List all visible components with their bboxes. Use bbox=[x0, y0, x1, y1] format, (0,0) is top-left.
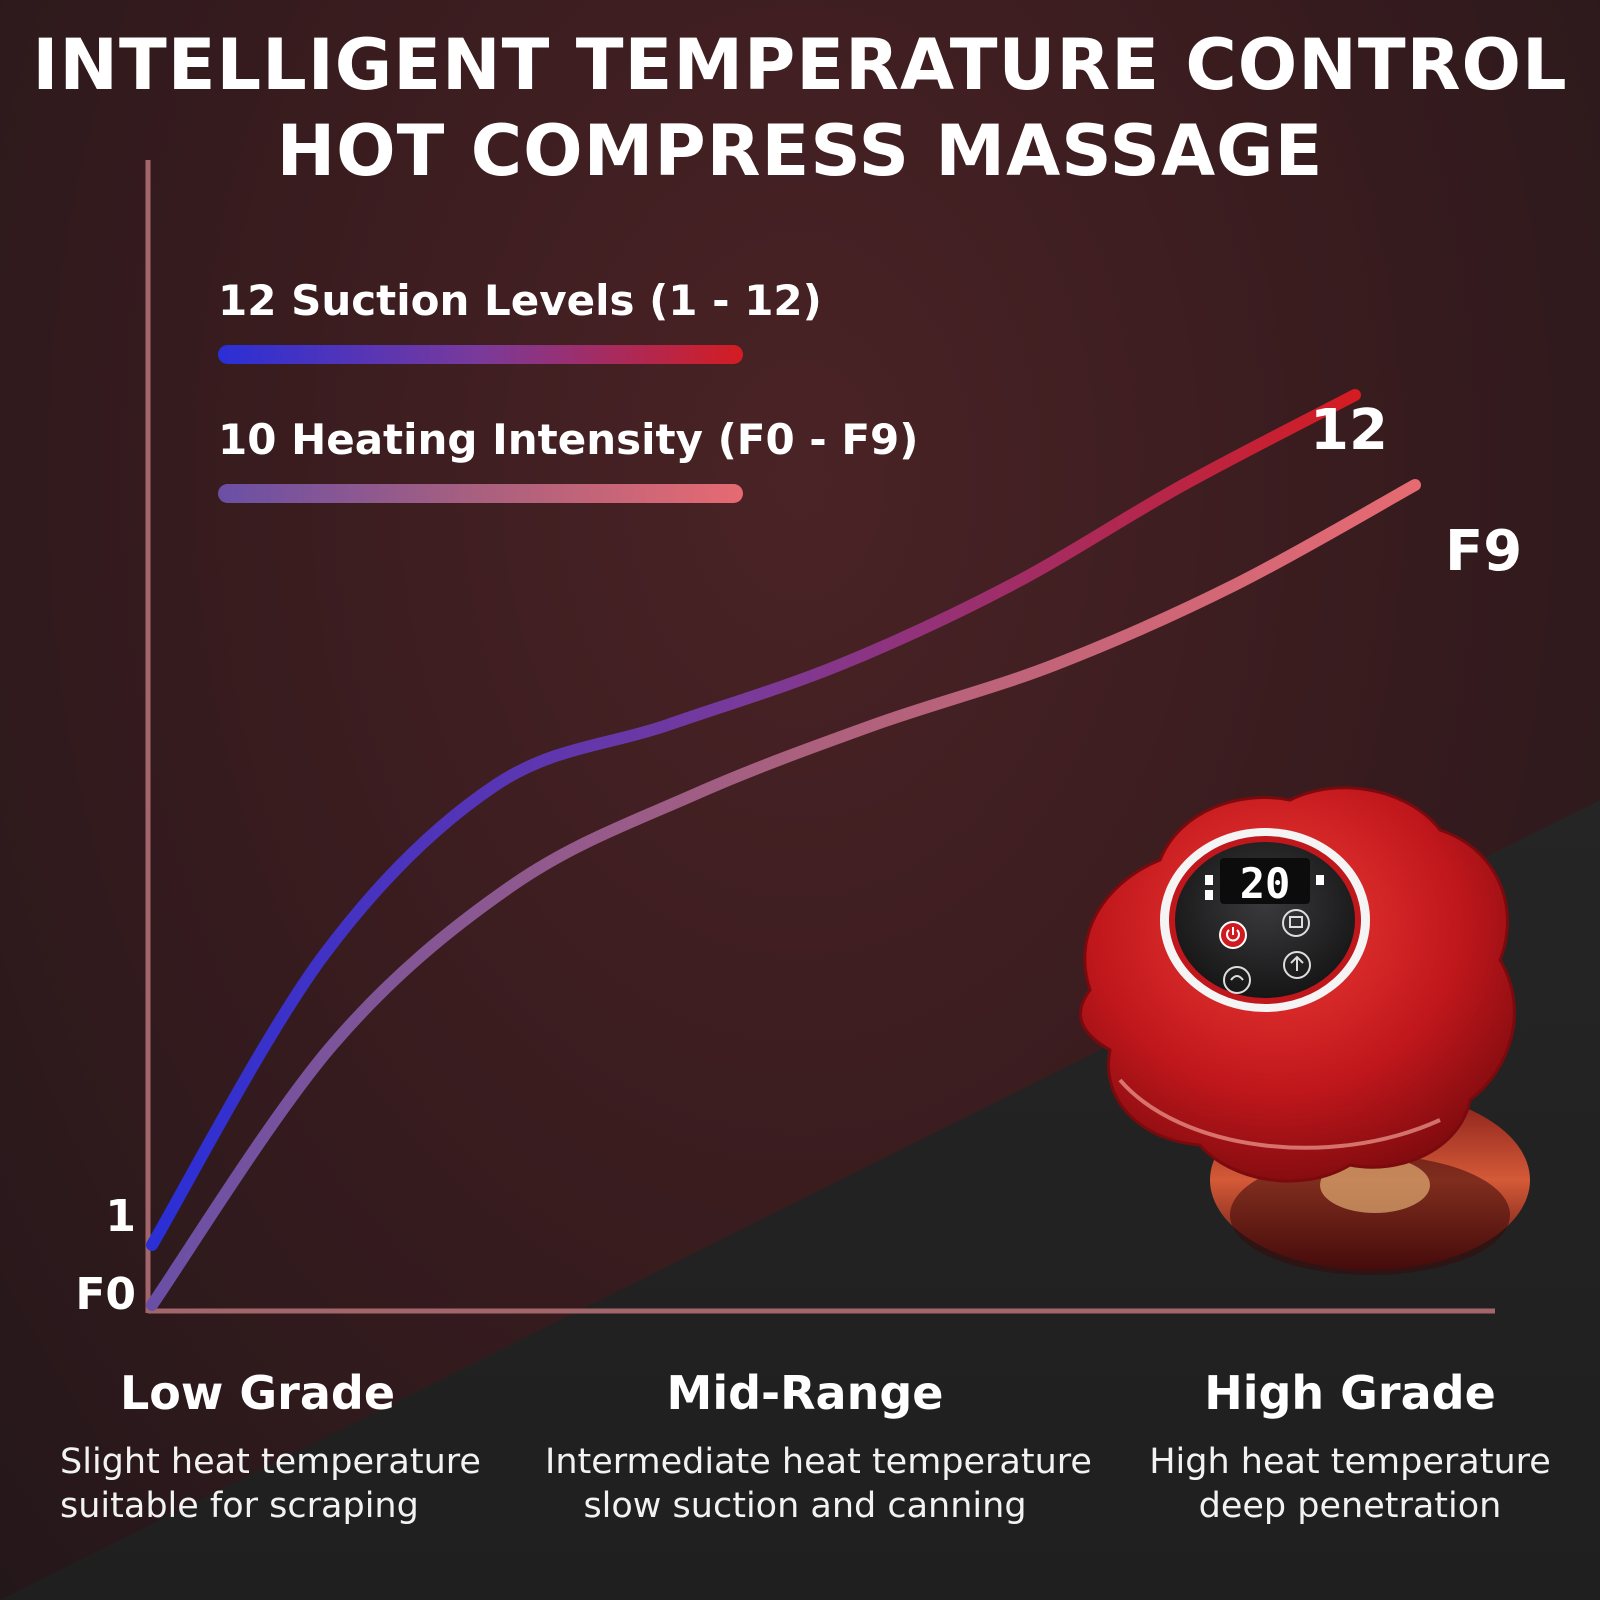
zone-mid: Mid-Range Intermediate heat temperature … bbox=[545, 1366, 1092, 1528]
device-display-value: 20 bbox=[1240, 859, 1291, 908]
zone-heading: High Grade bbox=[1204, 1366, 1496, 1420]
zone-desc-line: deep penetration bbox=[1198, 1486, 1502, 1526]
zone-heading: Mid-Range bbox=[666, 1366, 944, 1420]
legend-label-suction: 12 Suction Levels (1 - 12) bbox=[218, 276, 822, 325]
series-line-heating bbox=[146, 479, 1421, 1311]
legend-swatch-heating bbox=[218, 484, 743, 503]
heat-icon bbox=[1282, 909, 1310, 937]
page-title-line-2: HOT COMPRESS MASSAGE bbox=[276, 110, 1324, 192]
zone-low: Low Grade Slight heat temperature suitab… bbox=[60, 1366, 481, 1528]
zone-desc-line: Intermediate heat temperature bbox=[545, 1442, 1092, 1482]
legend-swatch-suction bbox=[218, 345, 743, 364]
power-icon bbox=[1219, 921, 1247, 949]
heating-start-label: F0 bbox=[75, 1269, 136, 1320]
zone-desc-line: Slight heat temperature bbox=[60, 1442, 481, 1482]
suction-icon bbox=[1283, 951, 1311, 979]
page-title-line-1: INTELLIGENT TEMPERATURE CONTROL bbox=[32, 24, 1568, 106]
zone-desc-line: slow suction and canning bbox=[583, 1486, 1027, 1526]
zone-high: High Grade High heat temperature deep pe… bbox=[1140, 1366, 1560, 1528]
mode-icon bbox=[1223, 966, 1251, 994]
heating-end-label: F9 bbox=[1445, 519, 1523, 584]
zone-desc-line: suitable for scraping bbox=[60, 1486, 419, 1526]
legend-label-heating: 10 Heating Intensity (F0 - F9) bbox=[218, 415, 919, 464]
suction-end-label: 12 bbox=[1310, 398, 1388, 463]
zone-desc-line: High heat temperature bbox=[1149, 1442, 1551, 1482]
series-line-suction bbox=[146, 389, 1361, 1251]
zone-heading: Low Grade bbox=[120, 1366, 396, 1420]
massager-device-illustration: 20 bbox=[1078, 786, 1530, 1275]
suction-start-label: 1 bbox=[105, 1191, 136, 1242]
